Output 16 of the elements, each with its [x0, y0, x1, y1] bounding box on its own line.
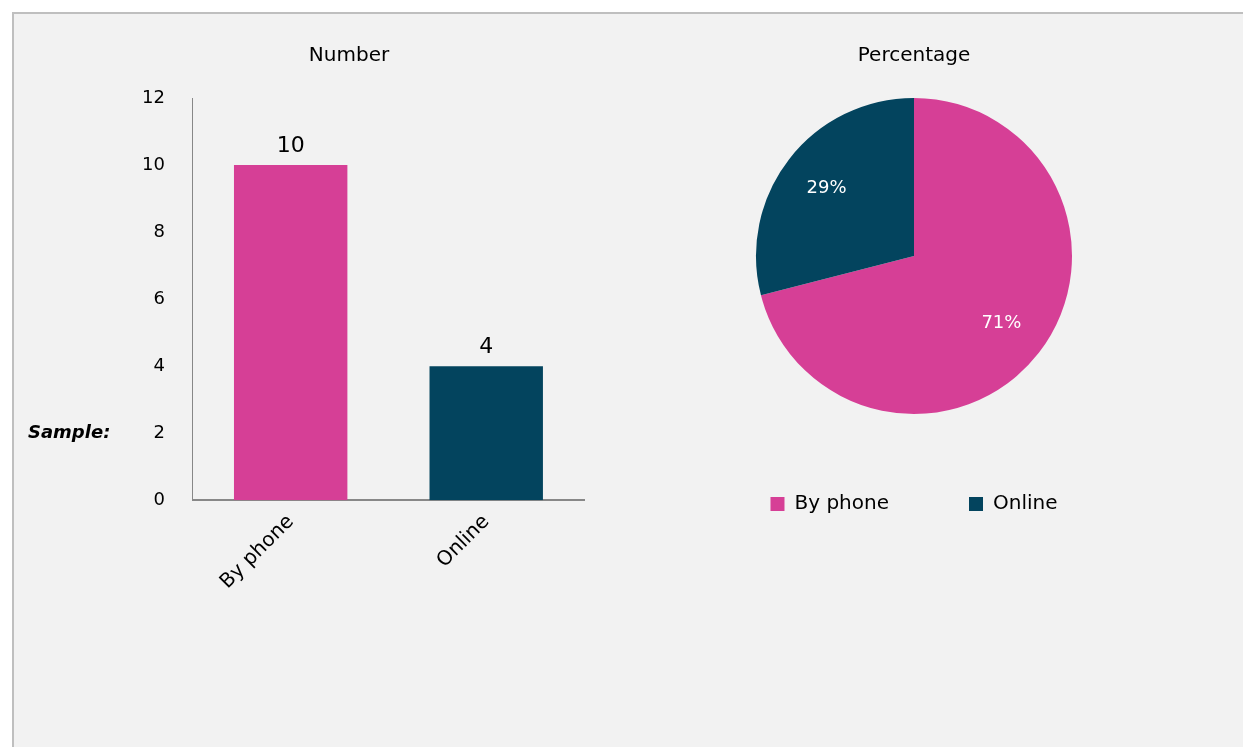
y-tick-label: 10 — [142, 152, 165, 174]
text: Sample: — [28, 420, 111, 442]
y-tick-label: 6 — [153, 286, 165, 308]
data-label: 10 — [276, 131, 305, 157]
legend-label: Online — [993, 490, 1058, 515]
chart-title: Number — [308, 42, 390, 67]
y-tick-label: 8 — [153, 219, 165, 241]
data-label: 71% — [981, 311, 1022, 333]
data-label: 4 — [479, 332, 494, 358]
y-tick-label: 0 — [153, 487, 165, 509]
legend-label: By phone — [794, 490, 890, 515]
y-tick-label: 2 — [153, 420, 165, 442]
chart-title: Percentage — [857, 42, 971, 67]
data-label: 29% — [806, 175, 847, 197]
y-tick-label: 4 — [153, 353, 165, 375]
y-tick-label: 12 — [142, 85, 165, 107]
